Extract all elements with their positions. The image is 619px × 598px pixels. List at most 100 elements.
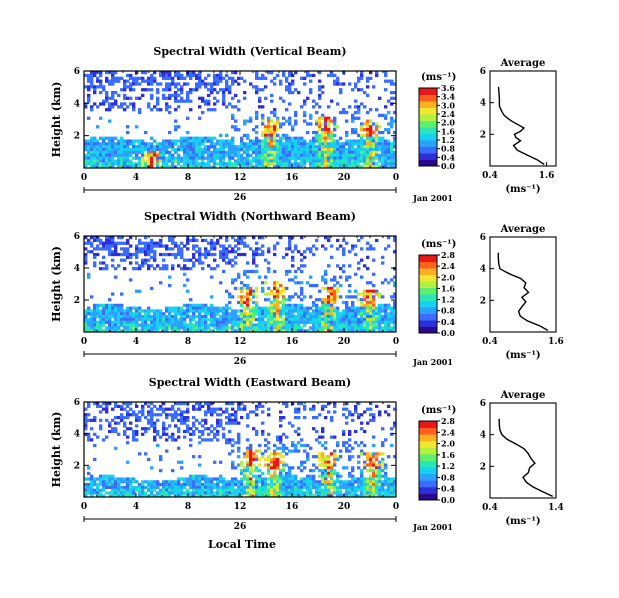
heatmap-cell: [132, 315, 136, 319]
heatmap-cell: [162, 494, 166, 498]
heatmap-cell: [363, 145, 367, 149]
heatmap-cell: [234, 410, 238, 414]
heatmap-cell: [162, 407, 166, 411]
heatmap-cell: [210, 413, 214, 417]
heatmap-cell: [309, 474, 313, 478]
heatmap-cell: [264, 162, 268, 166]
heatmap-cell: [273, 153, 277, 157]
heatmap-cell: [345, 309, 349, 313]
heatmap-cell: [228, 292, 232, 296]
heatmap-cell: [243, 455, 247, 459]
heatmap-cell: [225, 488, 229, 492]
heatmap-cell: [258, 145, 262, 149]
heatmap-cell: [384, 113, 388, 118]
heatmap-cell: [225, 153, 229, 157]
heatmap-cell: [279, 418, 283, 422]
heatmap-cell: [276, 452, 280, 456]
heatmap-cell: [306, 488, 310, 492]
heatmap-cell: [123, 153, 127, 157]
heatmap-cell: [204, 136, 208, 140]
heatmap-cell: [111, 309, 115, 313]
heatmap-cell: [252, 329, 256, 333]
heatmap-cell: [261, 142, 265, 146]
heatmap-cell: [369, 156, 373, 160]
heatmap-cell: [147, 480, 151, 484]
heatmap-cell: [333, 145, 337, 149]
heatmap-cell: [174, 317, 178, 322]
heatmap-cell: [318, 156, 322, 160]
heatmap-cell: [186, 424, 190, 428]
heatmap-cell: [369, 300, 373, 305]
heatmap-cell: [273, 306, 277, 310]
heatmap-cell: [363, 292, 367, 296]
heatmap-cell: [312, 463, 316, 467]
heatmap-cell: [336, 82, 340, 86]
heatmap-cell: [93, 261, 97, 265]
heatmap-cell: [138, 323, 142, 327]
heatmap-cell: [279, 82, 283, 86]
heatmap-cell: [387, 122, 391, 126]
heatmap-cell: [147, 156, 151, 160]
heatmap-cell: [120, 258, 124, 262]
heatmap-cell: [246, 133, 250, 138]
heatmap-cell: [216, 153, 220, 157]
heatmap-cell: [336, 102, 340, 106]
heatmap-cell: [156, 162, 160, 166]
heatmap-cell: [345, 110, 349, 115]
heatmap-cell: [198, 156, 202, 160]
heatmap-cell: [300, 491, 304, 495]
heatmap-cell: [357, 323, 361, 327]
heatmap-cell: [357, 415, 361, 420]
heatmap-cell: [249, 494, 253, 498]
heatmap-cell: [351, 119, 355, 123]
heatmap-cell: [99, 424, 103, 428]
heatmap-cell: [126, 415, 130, 420]
heatmap-cell: [219, 156, 223, 160]
heatmap-cell: [387, 156, 391, 160]
heatmap-cell: [363, 309, 367, 313]
heatmap-cell: [267, 162, 271, 166]
heatmap-cell: [357, 162, 361, 166]
heatmap-cell: [354, 306, 358, 310]
heatmap-cell: [255, 252, 259, 257]
heatmap-cell: [156, 108, 160, 112]
heatmap-cell: [291, 326, 295, 330]
heatmap-cell: [339, 485, 343, 490]
heatmap-cell: [93, 145, 97, 149]
heatmap-cell: [378, 125, 382, 129]
heatmap-cell: [246, 323, 250, 327]
heatmap-cell: [378, 460, 382, 464]
heatmap-cell: [198, 139, 202, 143]
heatmap-cell: [171, 320, 175, 324]
heatmap-cell: [213, 435, 217, 439]
heatmap-cell: [276, 474, 280, 478]
heatmap-cell: [186, 407, 190, 411]
heatmap-cell: [324, 116, 328, 120]
heatmap-cell: [123, 491, 127, 495]
heatmap-cell: [93, 71, 97, 75]
heatmap-cell: [303, 491, 307, 495]
heatmap-cell: [93, 252, 97, 257]
heatmap-cell: [348, 306, 352, 310]
heatmap-cell: [159, 455, 163, 459]
heatmap-cell: [369, 452, 373, 456]
heatmap-cell: [174, 96, 178, 100]
heatmap-cell: [207, 438, 211, 442]
heatmap-cell: [108, 105, 112, 109]
heatmap-cell: [222, 491, 226, 495]
heatmap-cell: [141, 79, 145, 83]
heatmap-cell: [366, 241, 370, 245]
heatmap-cell: [159, 315, 163, 319]
heatmap-cell: [153, 317, 157, 322]
heatmap-cell: [240, 485, 244, 490]
heatmap-cell: [279, 410, 283, 414]
heatmap-cell: [135, 125, 139, 129]
heatmap-cell: [234, 309, 238, 313]
heatmap-cell: [93, 418, 97, 422]
heatmap-cell: [369, 298, 373, 302]
heatmap-cell: [105, 247, 109, 251]
heatmap-cell: [267, 267, 271, 271]
heatmap-cell: [342, 150, 346, 155]
heatmap-cell: [87, 309, 91, 313]
heatmap-cell: [144, 88, 148, 92]
